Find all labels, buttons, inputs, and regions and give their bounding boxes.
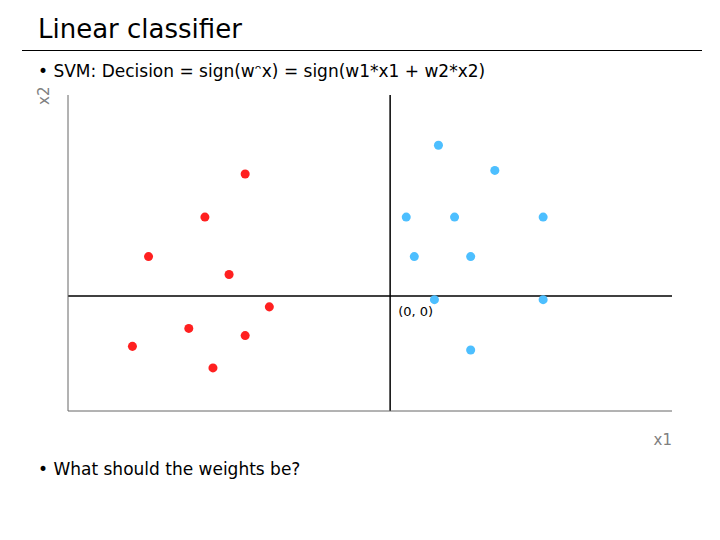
html-text:Linear classifier: Linear classifier bbox=[38, 14, 242, 44]
html-text:• What should the weights be?: • What should the weights be? bbox=[38, 459, 301, 479]
svg-text:x2: x2 bbox=[35, 87, 53, 105]
html-text:• SVM: Decision = sign(wᵔx) =: • SVM: Decision = sign(wᵔx) = sign(w1*x1… bbox=[38, 61, 486, 81]
svg-text:x1: x1 bbox=[654, 431, 672, 449]
svg-text:(0, 0): (0, 0) bbox=[398, 304, 433, 319]
